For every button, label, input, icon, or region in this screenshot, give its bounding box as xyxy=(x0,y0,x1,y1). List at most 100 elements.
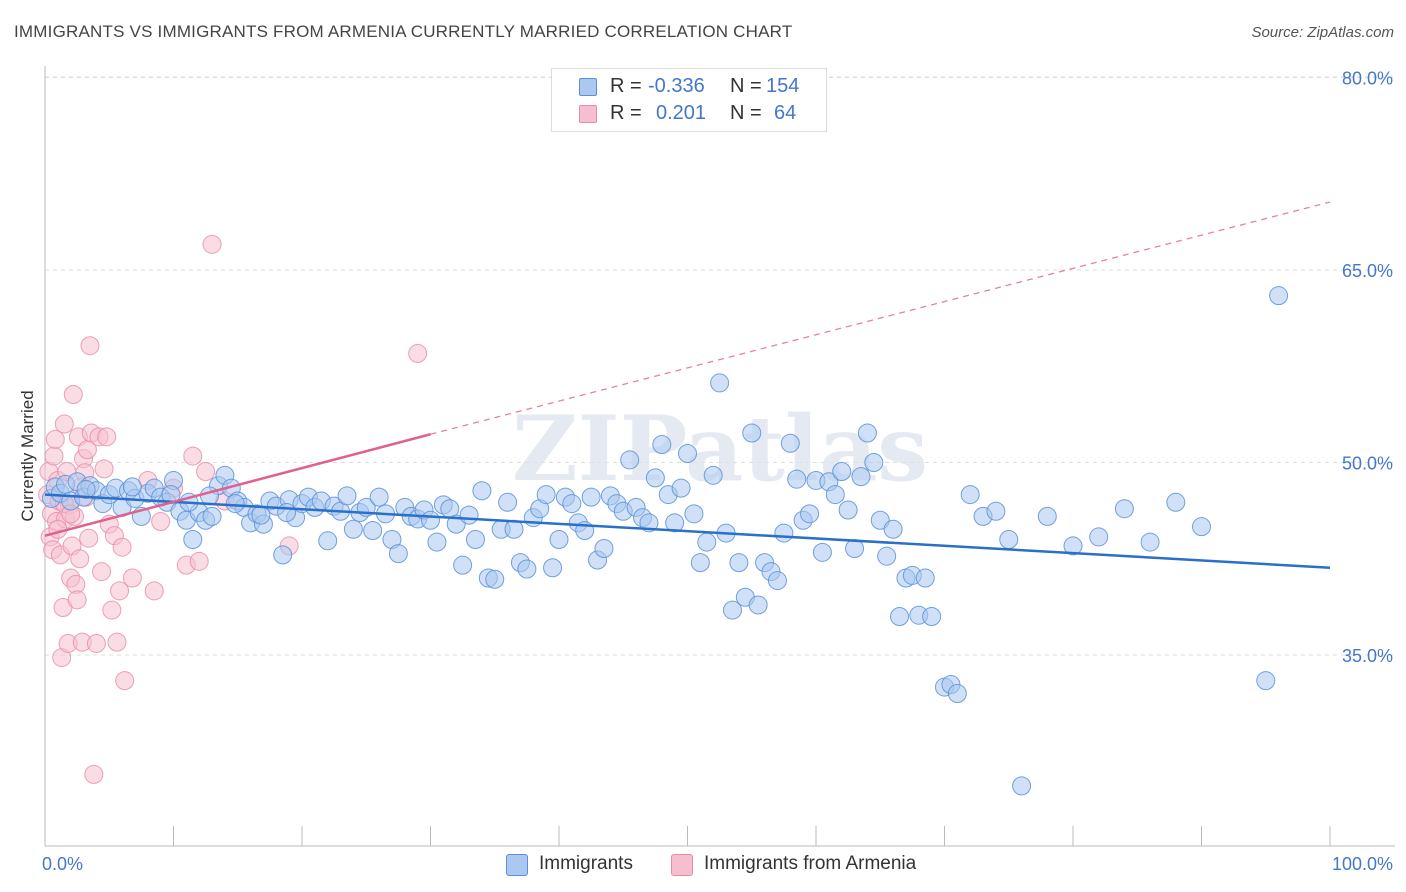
immigrants-point xyxy=(671,478,691,498)
n-value: 64 xyxy=(774,102,797,124)
immigrants-point xyxy=(774,523,794,543)
axes xyxy=(44,66,1395,847)
immigrants-point xyxy=(594,538,614,558)
blue-swatch xyxy=(579,78,597,96)
armenia-point xyxy=(48,519,68,539)
immigrants-point xyxy=(915,568,935,588)
immigrants-point xyxy=(337,486,357,506)
r-value: -0.336 xyxy=(648,75,705,97)
n-label: N = xyxy=(730,102,762,124)
immigrants-point xyxy=(504,519,524,539)
immigrants-point xyxy=(363,521,383,541)
armenia-point xyxy=(112,537,132,557)
immigrants-point xyxy=(787,469,807,489)
immigrants-point xyxy=(652,435,672,455)
immigrants-point xyxy=(838,500,858,520)
immigrants-point xyxy=(76,479,96,499)
immigrants-point xyxy=(581,487,601,507)
immigrants-point xyxy=(960,485,980,505)
r-value: 0.201 xyxy=(656,102,707,124)
immigrants-point xyxy=(1269,286,1289,306)
immigrants-point xyxy=(183,530,203,549)
immigrants-point xyxy=(645,468,665,488)
immigrants-point xyxy=(427,532,447,552)
immigrants-point xyxy=(421,510,440,530)
immigrants-point xyxy=(498,492,518,512)
immigrants-point xyxy=(999,530,1019,549)
immigrants-point xyxy=(890,607,910,626)
immigrants-point xyxy=(465,530,485,549)
blue-swatch xyxy=(506,854,528,876)
armenia-point xyxy=(183,446,203,466)
immigrants-point xyxy=(812,542,832,562)
immigrants-point xyxy=(369,487,389,507)
armenia-point xyxy=(70,549,90,569)
immigrants-point xyxy=(122,477,142,497)
armenia-point xyxy=(79,528,99,548)
immigrants-point xyxy=(742,423,762,443)
tick-labels: 35.0% 50.0% 65.0% 80.0% 0.0% 100.0% xyxy=(42,69,1393,875)
immigrants-point xyxy=(800,504,820,524)
armenia-trend-extension xyxy=(430,201,1331,435)
immigrants-point xyxy=(453,555,473,575)
y-axis-label: Currently Married xyxy=(18,390,37,522)
armenia-point xyxy=(45,429,65,449)
y-tick-label: 50.0% xyxy=(1342,454,1393,474)
immigrants-point xyxy=(1166,492,1186,512)
armenia-point xyxy=(92,562,112,582)
immigrants-point xyxy=(1012,776,1032,796)
immigrants-point xyxy=(543,558,563,578)
armenia-point xyxy=(144,581,164,601)
armenia-point xyxy=(107,632,127,652)
pink-swatch xyxy=(671,854,693,876)
armenia-point xyxy=(84,764,104,784)
y-tick-label: 35.0% xyxy=(1342,646,1393,666)
immigrants-point xyxy=(1140,532,1160,552)
immigrants-point xyxy=(562,494,582,514)
immigrants-point xyxy=(857,423,877,443)
armenia-point xyxy=(94,459,114,479)
immigrants-point xyxy=(729,553,749,573)
n-label: N = xyxy=(730,75,762,97)
armenia-trend-line xyxy=(44,433,431,537)
immigrants-point xyxy=(690,553,710,573)
armenia-point xyxy=(63,384,83,404)
armenia-point xyxy=(102,600,122,620)
legend-label: Immigrants from Armenia xyxy=(704,853,917,874)
immigrants-point xyxy=(864,453,884,472)
pink-swatch xyxy=(579,105,597,123)
immigrants-point xyxy=(1063,536,1083,556)
immigrants-point xyxy=(459,505,479,525)
armenia-point xyxy=(151,512,171,532)
armenia-point xyxy=(189,551,209,571)
immigrants-point xyxy=(665,513,685,533)
immigrants-point xyxy=(1114,499,1134,519)
immigrants-point xyxy=(318,531,338,551)
immigrants-point xyxy=(388,544,408,564)
y-tick-label: 80.0% xyxy=(1342,69,1393,89)
immigrants-point xyxy=(722,600,742,620)
armenia-point xyxy=(97,427,117,447)
immigrants-point xyxy=(639,513,659,533)
immigrants-trend-line xyxy=(44,493,1331,569)
armenia-point xyxy=(110,581,130,601)
x-tick-label-min: 0.0% xyxy=(42,854,83,874)
immigrants-point xyxy=(1256,671,1276,691)
armenia-point xyxy=(408,343,428,363)
armenia-point xyxy=(202,234,222,254)
series-armenia-points xyxy=(38,234,428,784)
y-tick-label: 65.0% xyxy=(1342,261,1393,281)
immigrants-point xyxy=(678,444,697,464)
immigrants-point xyxy=(947,684,967,703)
immigrants-point xyxy=(832,461,852,481)
immigrants-point xyxy=(536,485,556,505)
immigrants-point xyxy=(620,450,640,470)
grid-lines xyxy=(45,76,1395,656)
immigrants-point xyxy=(1037,506,1057,526)
immigrants-point xyxy=(697,532,717,552)
immigrants-point xyxy=(472,481,492,501)
immigrants-point xyxy=(748,595,768,615)
immigrants-point xyxy=(1192,517,1211,537)
immigrants-point xyxy=(710,373,730,393)
